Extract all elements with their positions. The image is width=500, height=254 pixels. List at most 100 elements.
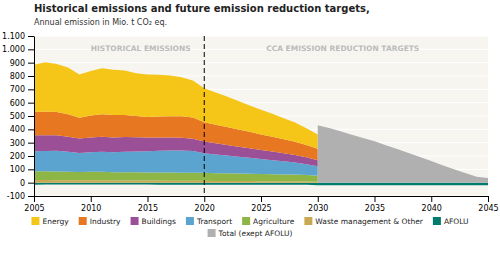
legend-label: Agriculture <box>253 217 295 226</box>
tick: 0 <box>20 179 34 188</box>
legend-item: Total (exept AFOLU) <box>208 229 293 238</box>
tick-mark <box>28 183 34 184</box>
tick: 100 <box>10 165 34 174</box>
grid-line <box>34 62 488 63</box>
tick-mark <box>28 143 34 144</box>
legend-swatch <box>433 217 441 225</box>
tick-label: 200 <box>10 152 25 161</box>
legend: Energy Industry Buildings Transport Agricult… <box>31 217 468 238</box>
legend-item: Transport <box>186 217 232 226</box>
legend-label: Transport <box>196 217 232 226</box>
area <box>34 62 318 149</box>
legend-label: Total (exept AFOLU) <box>218 229 293 238</box>
legend-swatch <box>208 229 216 237</box>
tick-mark <box>148 196 149 202</box>
tick-mark <box>28 103 34 104</box>
tick-label: 2010 <box>81 204 101 213</box>
legend-swatch <box>31 217 39 225</box>
tick-label: 400 <box>10 125 25 134</box>
tick-label: 2030 <box>308 204 328 213</box>
tick-mark <box>28 116 34 117</box>
legend-label: Energy <box>42 217 69 226</box>
tick: 300 <box>10 139 34 148</box>
axis-line <box>34 37 35 197</box>
legend-item: Buildings <box>131 217 176 226</box>
plot-area <box>34 36 488 196</box>
legend-label: AFOLU <box>444 217 469 226</box>
tick: 800 <box>10 72 34 81</box>
subtitle: Annual emission in Mio. t CO₂ eq. <box>34 18 167 27</box>
tick: 400 <box>10 125 34 134</box>
annotation: CCA EMISSION REDUCTION TARGETS <box>266 44 419 53</box>
legend-item: Waste management & Other <box>304 217 423 226</box>
tick-mark <box>28 169 34 170</box>
tick-mark <box>28 129 34 130</box>
grid-line <box>34 36 488 37</box>
grid <box>34 36 488 196</box>
tick-mark <box>28 63 34 64</box>
tick-label: 700 <box>10 85 25 94</box>
area <box>34 183 488 186</box>
tick-mark <box>375 196 376 202</box>
tick-label: 900 <box>10 59 25 68</box>
tick-label: 600 <box>10 99 25 108</box>
legend-item: Agriculture <box>242 217 295 226</box>
tick: 2030 <box>308 196 328 213</box>
tick-label: 2005 <box>24 204 44 213</box>
tick-mark <box>28 76 34 77</box>
area <box>318 125 488 182</box>
tick-mark <box>204 196 205 202</box>
tick: 2040 <box>422 196 442 213</box>
tick: 2035 <box>365 196 385 213</box>
tick: 2020 <box>195 196 215 213</box>
legend-label: Industry <box>90 217 121 226</box>
tick: 700 <box>10 85 34 94</box>
tick: 200 <box>10 152 34 161</box>
legend-label: Buildings <box>142 217 176 226</box>
legend-label: Waste management & Other <box>315 217 423 226</box>
legend-item: Industry <box>79 217 121 226</box>
legend-swatch <box>186 217 194 225</box>
tick: 1.100 <box>2 32 34 41</box>
legend-swatch <box>131 217 139 225</box>
tick-label: 1.100 <box>2 32 25 41</box>
tick-mark <box>318 196 319 202</box>
tick-label: 2035 <box>365 204 385 213</box>
y-axis: -100 0 100 200 300 400 500 600 700 800 900 1.000 1.1… <box>2 32 34 201</box>
tick: 500 <box>10 112 34 121</box>
tick-label: 1.000 <box>2 45 25 54</box>
tick: 2045 <box>478 196 498 213</box>
tick-mark <box>261 196 262 202</box>
x-axis: 2005 2010 2015 2020 2025 2030 2035 2040 2045 <box>24 196 498 213</box>
legend-item: AFOLU <box>433 217 469 226</box>
reference-line <box>204 36 205 196</box>
tick-label: 0 <box>20 179 25 188</box>
annotation: HISTORICAL EMISSIONS <box>91 44 191 53</box>
tick-mark <box>488 196 489 202</box>
tick: 2025 <box>251 196 271 213</box>
tick-mark <box>28 156 34 157</box>
tick: 1.000 <box>2 45 34 54</box>
tick-mark <box>91 196 92 202</box>
tick: 2005 <box>24 196 44 213</box>
tick-mark <box>431 196 432 202</box>
legend-swatch <box>304 217 312 225</box>
plot-background <box>34 36 488 196</box>
tick-mark <box>34 196 35 202</box>
tick-label: 2045 <box>478 204 498 213</box>
tick-mark <box>28 196 34 197</box>
tick-label: 300 <box>10 139 25 148</box>
tick-mark <box>28 89 34 90</box>
tick-label: 2025 <box>251 204 271 213</box>
tick-label: 2020 <box>195 204 215 213</box>
legend-swatch <box>242 217 250 225</box>
chart: Historical emissions and future emission… <box>0 0 500 254</box>
tick: 2010 <box>81 196 101 213</box>
tick-label: -100 <box>7 192 25 201</box>
legend-swatch <box>79 217 87 225</box>
tick: 600 <box>10 99 34 108</box>
tick-mark <box>28 36 34 37</box>
tick: 2015 <box>138 196 158 213</box>
title: Historical emissions and future emission… <box>34 3 370 14</box>
tick-label: 2015 <box>138 204 158 213</box>
